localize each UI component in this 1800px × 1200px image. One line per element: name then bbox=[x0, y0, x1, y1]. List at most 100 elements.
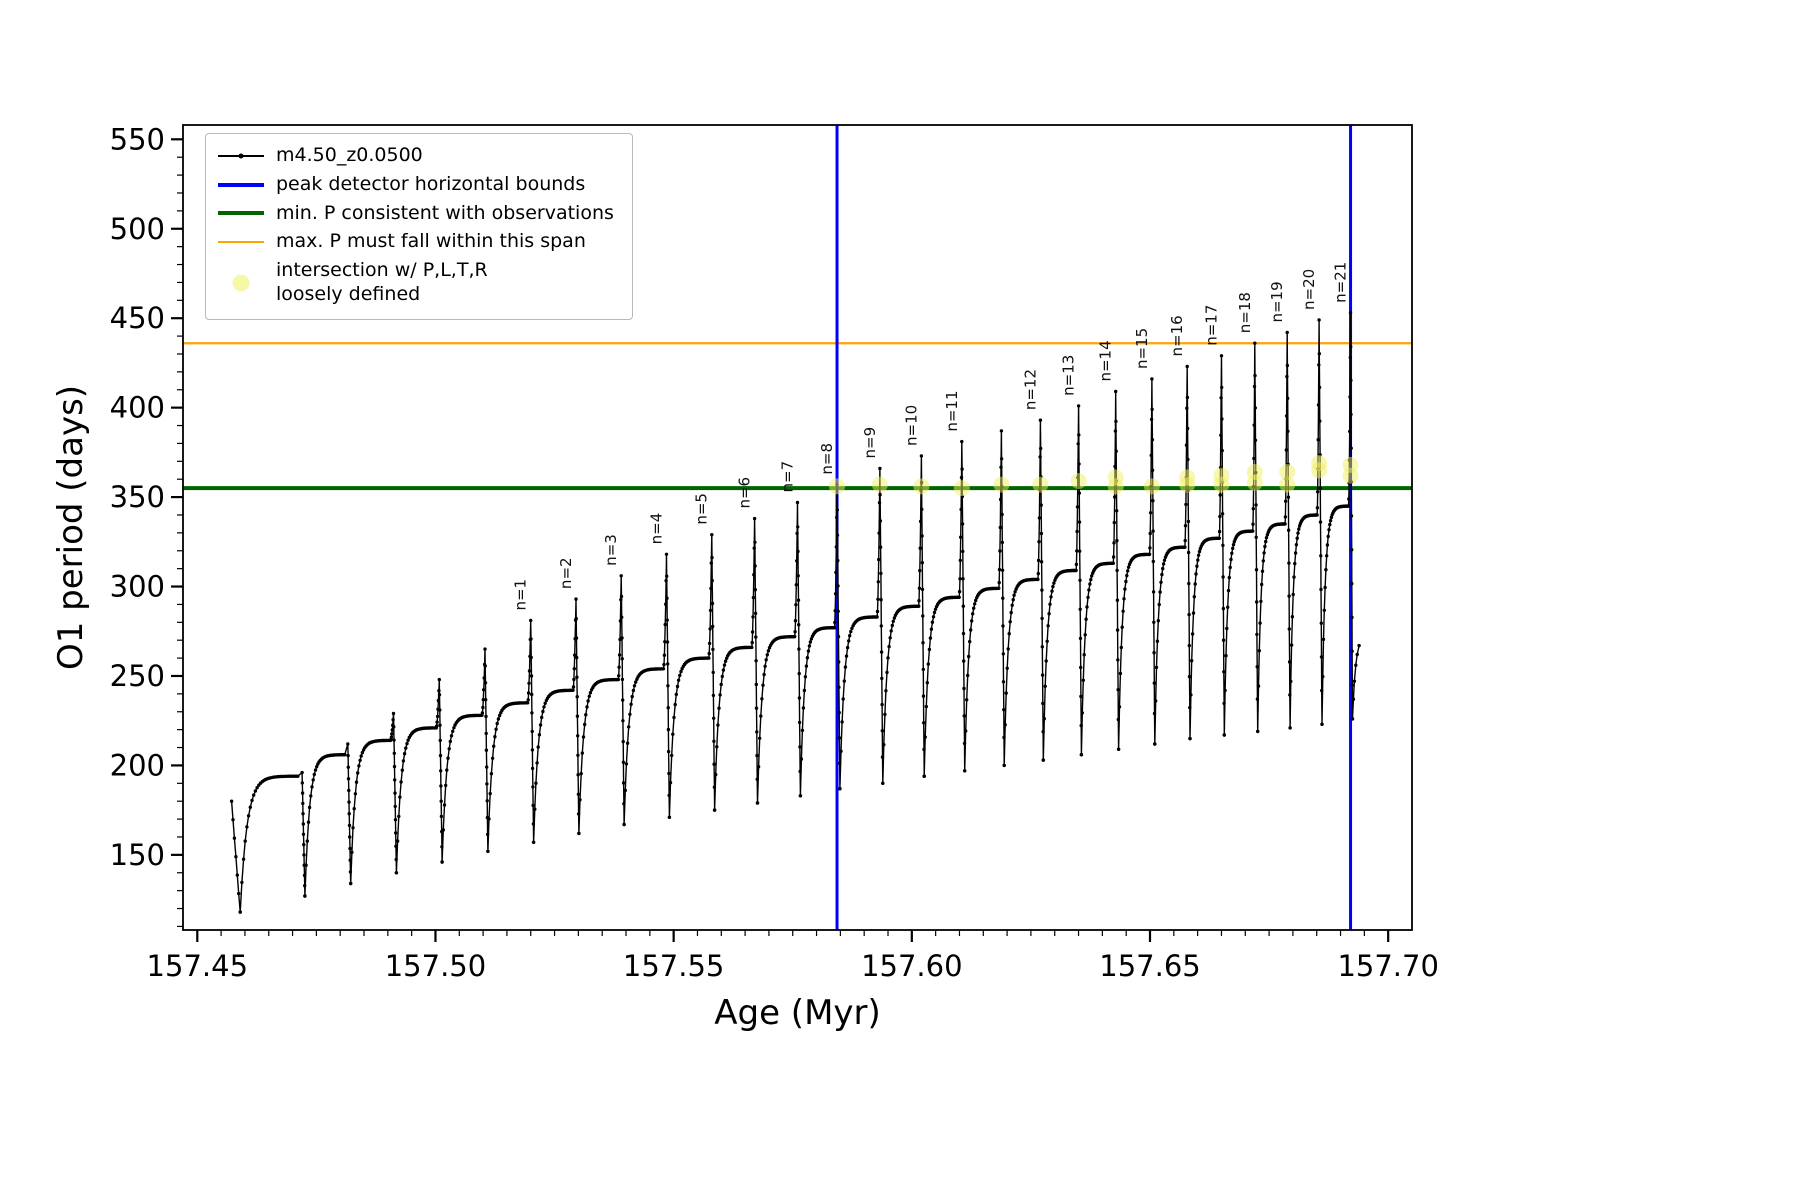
series-point bbox=[1152, 651, 1156, 655]
series-point bbox=[394, 857, 398, 862]
series-point bbox=[393, 818, 398, 822]
series-point bbox=[962, 714, 966, 718]
intersection-dot bbox=[829, 478, 845, 495]
series-point bbox=[541, 709, 545, 714]
series-point bbox=[1156, 619, 1161, 623]
series-point bbox=[1122, 597, 1126, 601]
series-point bbox=[585, 705, 589, 709]
series-point bbox=[1152, 681, 1157, 685]
series-point bbox=[1196, 558, 1200, 562]
series-point bbox=[1219, 433, 1223, 437]
series-point bbox=[354, 780, 359, 784]
series-point bbox=[353, 792, 358, 796]
series-point bbox=[1047, 612, 1051, 616]
series-point bbox=[1224, 654, 1228, 658]
series-point bbox=[489, 772, 494, 776]
series-point bbox=[795, 500, 800, 505]
series-point bbox=[449, 734, 454, 738]
x-tick-label: 157.50 bbox=[385, 949, 486, 983]
series-point bbox=[481, 705, 485, 710]
series-point bbox=[1350, 615, 1354, 620]
series-point bbox=[1258, 621, 1262, 625]
series-point bbox=[1319, 554, 1323, 558]
y-tick-label: 450 bbox=[110, 301, 165, 335]
series-point bbox=[798, 745, 802, 749]
series-point bbox=[833, 592, 838, 596]
series-point bbox=[797, 623, 801, 627]
series-point bbox=[998, 497, 1003, 502]
series-point bbox=[1157, 602, 1161, 607]
series-point bbox=[797, 671, 801, 676]
series-point bbox=[877, 501, 882, 505]
series-point bbox=[1075, 549, 1079, 553]
series-point bbox=[620, 636, 624, 640]
series-point bbox=[529, 674, 534, 678]
series-point bbox=[621, 760, 626, 764]
series-point bbox=[762, 672, 766, 677]
series-point bbox=[1252, 423, 1256, 427]
series-point bbox=[918, 568, 922, 573]
max-period-sample bbox=[218, 231, 264, 253]
series-point bbox=[1349, 345, 1353, 349]
series-point bbox=[1161, 562, 1166, 566]
series-point bbox=[878, 493, 882, 497]
series-point bbox=[625, 741, 630, 745]
series-point bbox=[1040, 673, 1045, 677]
series-point bbox=[303, 884, 307, 888]
series-point bbox=[710, 555, 714, 560]
series-point bbox=[488, 791, 492, 796]
series-point bbox=[1077, 433, 1081, 437]
series-point bbox=[927, 647, 932, 652]
series-point bbox=[393, 791, 397, 795]
series-point bbox=[392, 751, 396, 755]
series-point bbox=[619, 598, 623, 602]
series-point bbox=[838, 761, 842, 765]
series-point bbox=[1187, 674, 1192, 679]
series-point bbox=[666, 749, 671, 754]
series-point bbox=[624, 762, 629, 766]
series-point bbox=[634, 680, 638, 684]
series-point bbox=[618, 619, 623, 623]
series-point bbox=[959, 535, 963, 539]
series-point bbox=[1217, 529, 1222, 534]
series-point bbox=[301, 832, 306, 836]
series-point bbox=[304, 863, 308, 867]
series-point bbox=[1325, 554, 1329, 558]
series-point bbox=[835, 508, 839, 512]
series-point bbox=[960, 522, 965, 526]
series-point bbox=[836, 609, 840, 613]
series-point bbox=[1079, 694, 1083, 699]
series-point bbox=[833, 609, 837, 613]
series-point bbox=[971, 612, 975, 616]
series-point bbox=[751, 615, 755, 619]
series-point bbox=[301, 801, 305, 806]
series-point bbox=[1283, 522, 1287, 526]
series-point bbox=[235, 873, 239, 877]
series-point bbox=[1088, 582, 1092, 586]
series-point bbox=[1350, 581, 1354, 586]
series-point bbox=[665, 640, 670, 644]
series-point bbox=[833, 620, 837, 625]
series-point bbox=[925, 681, 929, 685]
series-point bbox=[1077, 491, 1082, 495]
series-point bbox=[1222, 701, 1226, 706]
series-point bbox=[538, 723, 543, 727]
series-point bbox=[958, 577, 962, 581]
series-point bbox=[495, 721, 499, 726]
series-point bbox=[961, 577, 965, 581]
series-point bbox=[1348, 429, 1352, 434]
series-point bbox=[795, 559, 799, 563]
y-tick-label: 200 bbox=[110, 748, 165, 782]
series-point bbox=[1003, 723, 1007, 727]
series-point bbox=[359, 754, 363, 758]
series-point bbox=[837, 736, 842, 740]
series-point bbox=[1043, 684, 1047, 688]
series-point bbox=[1151, 590, 1156, 594]
series-point bbox=[574, 597, 578, 601]
series-point bbox=[405, 741, 409, 746]
series-point bbox=[303, 894, 307, 898]
series-point bbox=[1148, 511, 1153, 515]
intersection-dot bbox=[871, 476, 888, 493]
series-point bbox=[1316, 438, 1320, 442]
series-point bbox=[1254, 568, 1259, 572]
